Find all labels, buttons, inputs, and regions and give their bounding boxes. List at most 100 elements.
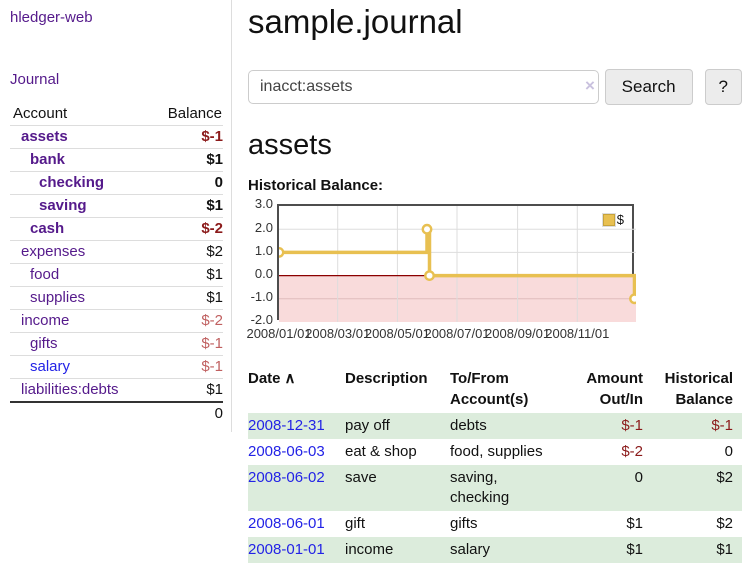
transaction-balance: $-1 [711, 417, 733, 434]
account-link-expenses[interactable]: expenses [21, 243, 86, 260]
x-tick: 2008/01/01 [246, 326, 312, 341]
date-header-label: Date [248, 370, 281, 387]
transaction-date-link[interactable]: 2008-06-03 [248, 443, 325, 460]
main-content: sample.journal × Search ? assets Histori… [246, 0, 742, 563]
account-row-expenses: expenses $2 [10, 240, 223, 264]
search-help-button[interactable]: ? [704, 69, 742, 105]
transaction-date-link[interactable]: 2008-12-31 [248, 417, 325, 434]
transaction-row: 2008-12-31 pay off debts $-1 $-1 [248, 413, 742, 439]
y-tick: 1.0 [254, 243, 273, 258]
chart-title: Historical Balance: [248, 177, 384, 194]
y-tick: 0.0 [254, 266, 273, 281]
account-link-cash[interactable]: cash [30, 220, 65, 237]
account-link-assets[interactable]: assets [21, 128, 68, 145]
legend-swatch-icon [601, 212, 616, 227]
x-tick: 2008/09/01 [485, 326, 551, 341]
account-balance: $1 [206, 266, 223, 283]
account-row-salary: salary $-1 [10, 355, 223, 379]
search-input[interactable] [248, 70, 599, 104]
account-row-cash: cash $-2 [10, 217, 223, 241]
chart-legend: $ [601, 212, 624, 227]
column-header-amount: Amount Out/In [586, 370, 643, 408]
transaction-row: 2008-06-02 save saving, checking 0 $2 [248, 465, 742, 511]
x-tick: 2008/07/01 [424, 326, 490, 341]
account-row-supplies: supplies $1 [10, 286, 223, 310]
account-heading: assets [248, 129, 332, 161]
account-balance: $-1 [201, 335, 223, 352]
chart-plot-area: $ [277, 204, 636, 322]
account-balance: $2 [206, 243, 223, 260]
transaction-description: save [345, 469, 377, 486]
transaction-accounts: gifts [450, 515, 478, 532]
page-title: sample.journal [248, 3, 463, 40]
column-header-date[interactable]: Date ∧ [248, 366, 345, 413]
transaction-description: eat & shop [345, 443, 417, 460]
column-header-accounts: To/From Account(s) [450, 370, 529, 408]
transaction-balance: $2 [716, 469, 733, 486]
accounts-header-row: Account Balance [10, 103, 223, 126]
y-tick: -2.0 [250, 312, 273, 327]
app-brand-link[interactable]: hledger-web [10, 9, 93, 26]
account-row-bank: bank $1 [10, 148, 223, 172]
transaction-row: 2008-01-01 income salary $1 $1 [248, 537, 742, 563]
account-row-income: income $-2 [10, 309, 223, 333]
transaction-amount: $-1 [621, 417, 643, 434]
account-link-supplies[interactable]: supplies [30, 289, 86, 306]
x-tick: 2008/03/01 [305, 326, 371, 341]
y-tick: 3.0 [254, 196, 273, 211]
account-link-gifts[interactable]: gifts [30, 335, 58, 352]
transaction-accounts: food, supplies [450, 443, 543, 460]
account-link-bank[interactable]: bank [30, 151, 66, 168]
transaction-amount: $1 [626, 515, 643, 532]
account-link-income[interactable]: income [21, 312, 70, 329]
account-balance: 0 [214, 174, 223, 191]
account-link-liabilities-debts[interactable]: liabilities:debts [21, 381, 119, 398]
transaction-accounts: salary [450, 541, 491, 558]
account-balance: $-1 [201, 128, 223, 145]
account-link-checking[interactable]: checking [39, 174, 105, 191]
column-header-balance: Historical Balance [664, 370, 733, 408]
account-row-saving: saving $1 [10, 194, 223, 218]
account-balance: $-2 [201, 312, 223, 329]
transaction-row: 2008-06-03 eat & shop food, supplies $-2… [248, 439, 742, 465]
transaction-date-link[interactable]: 2008-01-01 [248, 541, 325, 558]
legend-label: $ [616, 212, 624, 227]
transaction-amount: 0 [634, 469, 643, 486]
sidebar-item-journal[interactable]: Journal [10, 71, 60, 88]
transactions-header-row: Date ∧ Description To/From Account(s) Amo… [248, 366, 742, 413]
transaction-date-link[interactable]: 2008-06-02 [248, 469, 325, 486]
account-balance: $-1 [201, 358, 223, 375]
x-tick: 2008/05/01 [364, 326, 430, 341]
account-balance: $1 [206, 289, 223, 306]
account-balance: $-2 [201, 220, 223, 237]
account-link-salary[interactable]: salary [30, 358, 71, 375]
account-row-checking: checking 0 [10, 171, 223, 195]
transaction-description: income [345, 541, 394, 558]
chart-canvas [279, 206, 636, 322]
account-balance: $1 [206, 381, 223, 398]
transaction-description: pay off [345, 417, 390, 434]
y-tick: 2.0 [254, 220, 273, 235]
transaction-date-link[interactable]: 2008-06-01 [248, 515, 325, 532]
transaction-accounts: debts [450, 417, 487, 434]
transaction-amount: $-2 [621, 443, 643, 460]
transactions-table: Date ∧ Description To/From Account(s) Amo… [248, 366, 742, 563]
historical-balance-chart: 3.0 2.0 1.0 0.0 -1.0 -2.0 [246, 196, 742, 346]
clear-search-icon[interactable]: × [585, 76, 595, 95]
transaction-balance: $1 [716, 541, 733, 558]
transaction-balance: 0 [724, 443, 733, 460]
sidebar: hledger-web Journal Account Balance asse… [0, 0, 232, 432]
transaction-row: 2008-06-01 gift gifts $1 $2 [248, 511, 742, 537]
account-link-food[interactable]: food [30, 266, 60, 283]
accounts-total-value: 0 [214, 405, 223, 422]
x-tick: 2008/11/01 [545, 326, 610, 341]
search-form: × Search ? [248, 69, 742, 105]
accounts-total-row: 0 [10, 402, 223, 425]
accounts-header-balance: Balance [167, 105, 222, 122]
account-row-assets: assets $-1 [10, 125, 223, 149]
account-balance: $1 [206, 197, 223, 214]
account-link-saving[interactable]: saving [39, 197, 87, 214]
transaction-description: gift [345, 515, 366, 532]
search-button[interactable]: Search [604, 69, 693, 105]
column-header-description: Description [345, 370, 428, 387]
